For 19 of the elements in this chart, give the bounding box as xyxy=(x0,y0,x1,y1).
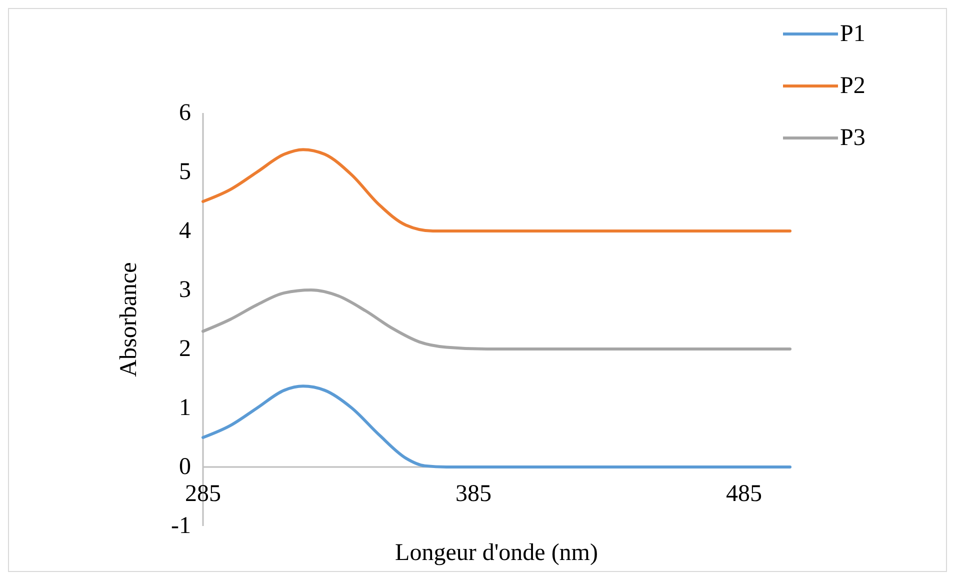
y-tick-label: -1 xyxy=(171,513,191,539)
legend-label: P2 xyxy=(840,73,866,99)
y-tick-label: 2 xyxy=(179,336,191,362)
y-tick-label: 6 xyxy=(179,100,191,126)
y-tick-label: 1 xyxy=(179,395,191,421)
legend-label: P3 xyxy=(840,125,866,151)
line-series xyxy=(202,384,792,468)
line-series xyxy=(202,148,792,232)
x-tick-label: 385 xyxy=(456,481,492,507)
y-tick-label: 5 xyxy=(179,159,191,185)
line-series xyxy=(202,288,792,350)
y-tick-label: 4 xyxy=(179,218,191,244)
y-axis-title: Absorbance xyxy=(116,262,142,377)
y-tick-label: 3 xyxy=(179,277,191,303)
x-tick-label: 285 xyxy=(185,481,221,507)
x-tick-label: 485 xyxy=(726,481,762,507)
legend-label: P1 xyxy=(840,21,866,47)
y-tick-label: 0 xyxy=(179,454,191,480)
x-axis-title: Longeur d'onde (nm) xyxy=(395,540,598,566)
